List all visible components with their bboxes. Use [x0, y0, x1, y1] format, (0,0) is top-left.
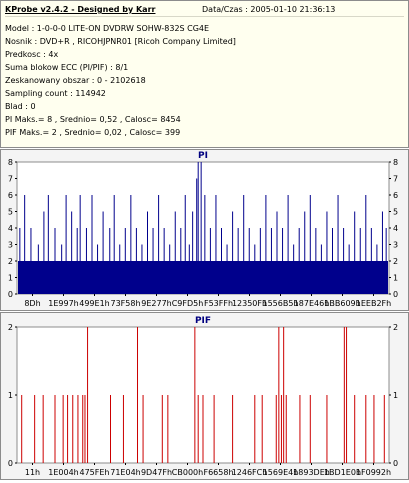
pi-chart: PI 0 0 1 1 2 2 3 3 4 4 5 5 6 6 7 7 8 8 8Dh 1E997h 499E1h 73F58… [8, 151, 398, 308]
pi-chart-title: PI [198, 151, 208, 161]
pi-ytick-left-label: 8 [8, 158, 13, 167]
pif-xtick-label: 1E004h [48, 468, 78, 477]
pif-xtick-label: 1569E4h [263, 468, 299, 477]
pif-xtick-label: 1F0992h [356, 468, 391, 477]
pif-ytick-left-label: 0 [8, 459, 13, 468]
scan-datetime: Data/Czas : 2005-01-10 21:36:13 [202, 5, 336, 14]
pi-ytick-left-label: 1 [8, 274, 13, 283]
pif-ytick-left-label: 1 [8, 391, 13, 400]
info-sampling-count: Sampling count : 114942 [5, 89, 106, 98]
info-scanned-area: Zeskanowany obszar : 0 - 2102618 [5, 76, 146, 85]
pi-ytick-right-label: 0 [393, 290, 398, 299]
info-media: Nosnik : DVD+R , RICOHJPNR01 [Ricoh Comp… [5, 37, 236, 46]
pi-xtick-label: F53FFh [204, 299, 233, 308]
pi-ytick-right-label: 1 [393, 274, 398, 283]
pi-xtick-label: 1E997h [48, 299, 78, 308]
pi-xtick-label: 1BB609h [324, 299, 360, 308]
info-model: Model : 1-0-0-0 LITE-ON DVDRW SOHW-832S … [5, 24, 210, 33]
info-panel: KProbe v2.4.2 - Designed by Karr Data/Cz… [0, 0, 409, 148]
pi-xtick-label: 12350Fh [232, 299, 267, 308]
pif-xtick-label: 1246FCh [232, 468, 268, 477]
pi-ytick-left-label: 7 [8, 175, 13, 184]
pif-xtick-label: 1BD1E0h [324, 468, 361, 477]
pi-chart-panel: PI 0 0 1 1 2 2 3 3 4 4 5 5 6 6 7 7 8 8 8Dh 1E997h 499E1h 73F58… [0, 149, 409, 311]
pif-xtick-label: F6658h [203, 468, 233, 477]
divider [5, 16, 404, 17]
info-pif-stats: PIF Maks.= 2 , Srednio= 0,02 , Calosc= 3… [5, 128, 181, 137]
pif-xtick-label: 71E04h [110, 468, 140, 477]
pif-xtick-label: CB000h [172, 468, 203, 477]
info-pi-stats: PI Maks.= 8 , Srednio= 0,52 , Calosc= 84… [5, 115, 181, 124]
pi-xtick-label: 1556B5h [262, 299, 298, 308]
pi-ytick-left-label: 4 [8, 224, 13, 233]
pif-ytick-right-label: 0 [393, 459, 398, 468]
pi-xtick-label: C9FD5h [172, 299, 204, 308]
pif-ytick-left-label: 2 [8, 323, 13, 332]
pif-xtick-label: 11h [25, 468, 40, 477]
pi-ytick-right-label: 4 [393, 224, 398, 233]
pif-chart: PIF 0 0 1 1 2 2 11h 1E004h 475FEh 71E04h 9D47Fh CB00… [8, 316, 398, 477]
pi-ytick-right-label: 8 [393, 158, 398, 167]
pi-ytick-right-label: 6 [393, 191, 398, 200]
app-title: KProbe v2.4.2 - Designed by Karr [5, 5, 156, 14]
pif-chart-title: PIF [195, 316, 211, 326]
pi-xtick-label: 499E1h [79, 299, 109, 308]
pif-ytick-right-label: 1 [393, 391, 398, 400]
pi-ytick-left-label: 3 [8, 241, 13, 250]
pi-ytick-left-label: 5 [8, 208, 13, 217]
pi-xtick-label: 187E46h [294, 299, 330, 308]
pif-chart-panel: PIF 0 0 1 1 2 2 11h 1E004h 475FEh 71E04h 9D47Fh CB00… [0, 312, 409, 480]
info-error: Blad : 0 [5, 102, 36, 111]
pi-ytick-left-label: 0 [8, 290, 13, 299]
pi-ytick-right-label: 7 [393, 175, 398, 184]
pif-xtick-label: 9D47Fh [141, 468, 172, 477]
info-ecc-blocks: Suma blokow ECC (PI/PIF) : 8/1 [5, 63, 129, 72]
pi-ytick-right-label: 2 [393, 257, 398, 266]
info-speed: Predkosc : 4x [5, 50, 59, 59]
pif-ytick-right-label: 2 [393, 323, 398, 332]
pif-xtick-label: 475FEh [80, 468, 110, 477]
pi-ytick-right-label: 3 [393, 241, 398, 250]
pi-xtick-label: 1EEB2Fh [356, 299, 391, 308]
pi-ytick-right-label: 5 [393, 208, 398, 217]
pi-xtick-label: 73F58h [110, 299, 140, 308]
pi-ytick-left-label: 6 [8, 191, 13, 200]
pi-xtick-label: 8Dh [24, 299, 40, 308]
pi-xtick-label: 9E277h [141, 299, 171, 308]
pi-ytick-left-label: 2 [8, 257, 13, 266]
pif-xtick-label: 1893DEh [293, 468, 330, 477]
